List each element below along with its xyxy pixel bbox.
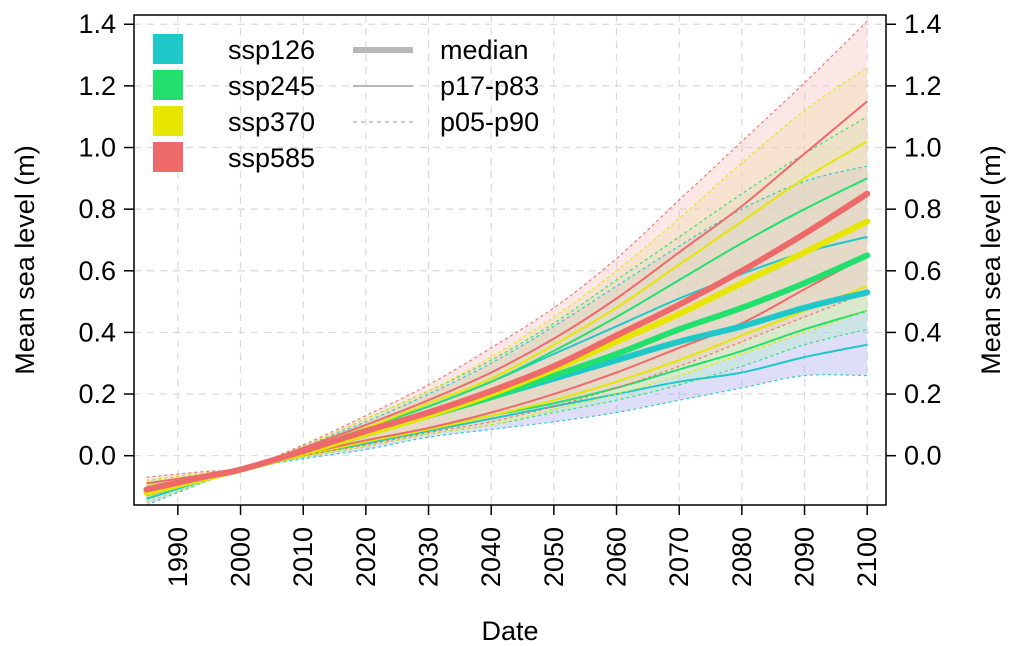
ssp370-legend-swatch [153, 106, 183, 136]
x-tick-label: 2050 [539, 527, 569, 587]
x-tick-label: 2080 [727, 527, 757, 587]
y-tick-label-left: 0.2 [78, 379, 116, 409]
y-axis-title-right: Mean sea level (m) [976, 145, 1006, 375]
ssp370-p05-line [146, 310, 868, 503]
x-tick-label: 2060 [602, 527, 632, 587]
x-tick-label: 2030 [414, 527, 444, 587]
x-tick-label: 2070 [664, 527, 694, 587]
ssp126-legend-label: ssp126 [228, 35, 315, 65]
y-tick-label-right: 0.4 [904, 317, 942, 347]
ssp585-band [146, 21, 868, 496]
x-tick-label: 2040 [476, 527, 506, 587]
y-tick-label-right: 1.2 [904, 71, 942, 101]
y-tick-label-right: 1.0 [904, 133, 942, 163]
ssp126-p05-line [146, 374, 868, 506]
y-tick-label-right: 0.2 [904, 379, 942, 409]
x-axis-title: Date [481, 616, 538, 646]
ssp245-legend-swatch [153, 70, 183, 100]
series-lines [143, 20, 871, 506]
ssp370-legend-label: ssp370 [228, 107, 315, 137]
y-tick-label-right: 0.0 [904, 441, 942, 471]
y-tick-label-left: 1.0 [78, 133, 116, 163]
ssp585-legend-label: ssp585 [228, 143, 315, 173]
ssp245-p05-line [146, 328, 868, 503]
line-legend-label: p17-p83 [440, 71, 539, 101]
axes: 1990 2000 2010 2020 2030 2040 2050 2060 2070 2080… [78, 9, 941, 587]
ssp126-p95-line [146, 165, 868, 484]
x-tick-label: 2000 [226, 527, 256, 587]
x-tick-label: 2020 [351, 527, 381, 587]
y-tick-label-left: 0.4 [78, 317, 116, 347]
line-legend-label: median [440, 35, 529, 65]
x-tick-label: 2090 [790, 527, 820, 587]
y-axis-title-left: Mean sea level (m) [10, 145, 40, 375]
ssp245-legend-label: ssp245 [228, 71, 315, 101]
y-tick-label-right: 0.8 [904, 194, 942, 224]
plot-frame [133, 14, 887, 506]
y-tick-label-left: 1.2 [78, 71, 116, 101]
y-tick-label-right: 1.4 [904, 9, 942, 39]
line-legend-label: p05-p90 [440, 107, 539, 137]
legend: ssp126 ssp245 ssp370 ssp585 median p17-p83 p05… [153, 34, 539, 173]
y-tick-label-left: 1.4 [78, 9, 116, 39]
ssp585-legend-swatch [153, 142, 183, 172]
ssp585-median-line [143, 190, 871, 493]
x-tick-label: 2100 [852, 527, 882, 587]
ssp126-band [146, 166, 868, 505]
y-tick-label-left: 0.8 [78, 194, 116, 224]
ssp245-band [146, 116, 868, 502]
y-tick-label-left: 0.6 [78, 256, 116, 286]
x-tick-label: 2010 [288, 527, 318, 587]
y-tick-label-right: 0.6 [904, 256, 942, 286]
x-tick-label: 1990 [163, 527, 193, 587]
ssp126-legend-swatch [153, 34, 183, 64]
y-tick-label-left: 0.0 [78, 441, 116, 471]
